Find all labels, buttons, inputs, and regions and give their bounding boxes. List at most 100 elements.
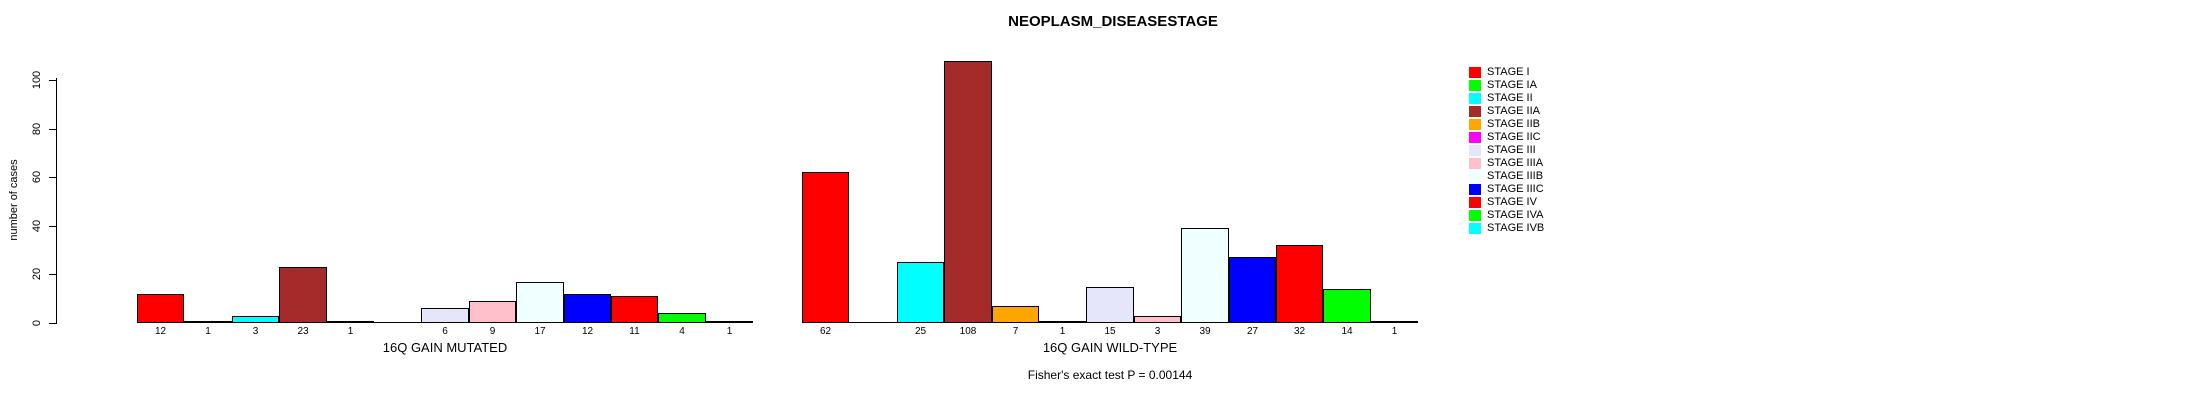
legend-label: STAGE IV [1487, 196, 1537, 208]
bar-stage-iiib-16q-gain-mutated [516, 282, 564, 323]
bar-value-label: 1 [1391, 326, 1398, 337]
legend-swatch-icon [1469, 132, 1481, 143]
legend-label: STAGE IIA [1487, 105, 1540, 117]
legend-label: STAGE IVA [1487, 209, 1544, 221]
legend-label: STAGE IIIB [1487, 170, 1544, 182]
bar-stage-i-16q-gain-mutated [137, 294, 184, 323]
bar-value-label: 1 [1059, 326, 1066, 337]
legend-swatch-icon [1469, 223, 1481, 234]
bar-value-label: 23 [297, 326, 309, 337]
legend-label: STAGE IIIA [1487, 157, 1544, 169]
bar-value-label: 1 [205, 326, 211, 337]
bar-value-label: 25 [914, 326, 927, 337]
legend-label: STAGE II [1487, 92, 1533, 104]
bar-value-label: 39 [1199, 326, 1211, 337]
legend-item-stage-iv: STAGE IV [1469, 196, 1544, 209]
legend-swatch-icon [1469, 210, 1481, 221]
legend-label: STAGE III [1487, 144, 1536, 156]
legend-item-stage-iia: STAGE IIA [1469, 105, 1544, 118]
legend-swatch-icon [1469, 158, 1481, 169]
legend-item-stage-iiia: STAGE IIIA [1469, 157, 1544, 170]
bar-stage-ia-16q-gain-mutated [184, 321, 232, 323]
bar-value-label: 32 [1293, 326, 1306, 337]
legend-label: STAGE IVB [1487, 222, 1545, 234]
legend-label: STAGE I [1487, 66, 1530, 78]
y-tick-label: 60 [31, 170, 43, 184]
bar-value-label: 17 [534, 326, 546, 337]
bar-stage-iiib-16q-gain-wild-type [1181, 228, 1229, 323]
bar-group-16q-gain-wild-type: 62 25 108 7 1 15 3 39 27 32 14 1 16Q GAIN WILD-TYPE [802, 0, 1418, 400]
bar-group-16q-gain-mutated: 12 1 3 23 1 6 9 17 12 11 4 1 16Q GAIN MUTATED [137, 0, 753, 400]
legend-label: STAGE IIC [1487, 131, 1541, 143]
chart-title: NEOPLASM_DISEASESTAGE [1008, 13, 1218, 30]
bar-value-label: 1 [347, 326, 354, 337]
bar-stage-iva-16q-gain-mutated [658, 313, 706, 323]
bar-value-label: 14 [1341, 326, 1353, 337]
bar-value-label: 62 [819, 326, 832, 337]
bar-value-label: 108 [959, 326, 977, 337]
y-tick-label: 20 [31, 267, 43, 281]
bar-value-label: 6 [442, 326, 448, 337]
statistical-test-annotation: Fisher's exact test P = 0.00144 [1027, 368, 1193, 382]
legend-item-stage-iib: STAGE IIB [1469, 118, 1544, 131]
legend-item-stage-ia: STAGE IA [1469, 79, 1544, 92]
bar-value-label: 9 [489, 326, 496, 337]
y-tick-label: 0 [31, 319, 43, 327]
bar-stage-iiia-16q-gain-mutated [469, 301, 516, 323]
bar-stage-iii-16q-gain-mutated [421, 308, 469, 323]
bar-stage-iiia-16q-gain-wild-type [1134, 316, 1181, 323]
bar-stage-iv-16q-gain-mutated [611, 296, 658, 323]
bar-stage-iia-16q-gain-mutated [279, 267, 327, 323]
y-tick-label: 80 [31, 122, 43, 136]
bar-stage-ivb-16q-gain-wild-type [1371, 321, 1418, 323]
legend-label: STAGE IIB [1487, 118, 1540, 130]
legend-swatch-icon [1469, 80, 1481, 91]
y-axis-line [56, 78, 57, 324]
legend-item-stage-iva: STAGE IVA [1469, 209, 1544, 222]
x-axis-group-title: 16Q GAIN MUTATED [382, 340, 508, 355]
bar-stage-iva-16q-gain-wild-type [1323, 289, 1371, 323]
x-axis-group-title: 16Q GAIN WILD-TYPE [1042, 340, 1178, 355]
legend-item-stage-ivb: STAGE IVB [1469, 222, 1544, 235]
bar-value-label: 15 [1104, 326, 1116, 337]
legend-swatch-icon [1469, 184, 1481, 195]
legend-swatch-icon [1469, 67, 1481, 78]
legend-item-stage-iiic: STAGE IIIC [1469, 183, 1544, 196]
legend-swatch-icon [1469, 145, 1481, 156]
bar-stage-ivb-16q-gain-mutated [706, 321, 753, 323]
bar-stage-iic-16q-gain-wild-type [1039, 321, 1086, 323]
bar-value-label: 4 [679, 326, 685, 337]
legend-label: STAGE IIIC [1487, 183, 1544, 195]
y-tick-label: 100 [31, 70, 43, 90]
bar-stage-i-16q-gain-wild-type [802, 172, 849, 323]
bar-stage-iiic-16q-gain-wild-type [1229, 257, 1276, 323]
legend-label: STAGE IA [1487, 79, 1537, 91]
bar-stage-iii-16q-gain-wild-type [1086, 287, 1134, 323]
legend-item-stage-iic: STAGE IIC [1469, 131, 1544, 144]
legend-item-stage-ii: STAGE II [1469, 92, 1544, 105]
y-tick [49, 226, 56, 227]
legend: STAGE I STAGE IA STAGE II STAGE IIA STAGE II… [1469, 66, 1544, 235]
bar-stage-iia-16q-gain-wild-type [944, 61, 992, 323]
legend-swatch-icon [1469, 93, 1481, 104]
legend-swatch-icon [1469, 106, 1481, 117]
legend-item-stage-iii: STAGE III [1469, 144, 1544, 157]
y-tick [49, 274, 56, 275]
bar-value-label: 12 [154, 326, 167, 337]
bar-value-label: 3 [1154, 326, 1161, 337]
legend-swatch-icon [1469, 197, 1481, 208]
legend-swatch-icon [1469, 171, 1481, 182]
legend-item-stage-iiib: STAGE IIIB [1469, 170, 1544, 183]
y-tick-label: 40 [31, 219, 43, 233]
bar-stage-iiic-16q-gain-mutated [564, 294, 611, 323]
bar-stage-iv-16q-gain-wild-type [1276, 245, 1323, 323]
bar-value-label: 3 [252, 326, 259, 337]
y-tick [49, 80, 56, 81]
bar-stage-ii-16q-gain-wild-type [897, 262, 944, 323]
bar-value-label: 11 [629, 326, 640, 337]
bar-value-label: 7 [1012, 326, 1019, 337]
y-tick [49, 129, 56, 130]
y-tick [49, 177, 56, 178]
legend-swatch-icon [1469, 119, 1481, 130]
